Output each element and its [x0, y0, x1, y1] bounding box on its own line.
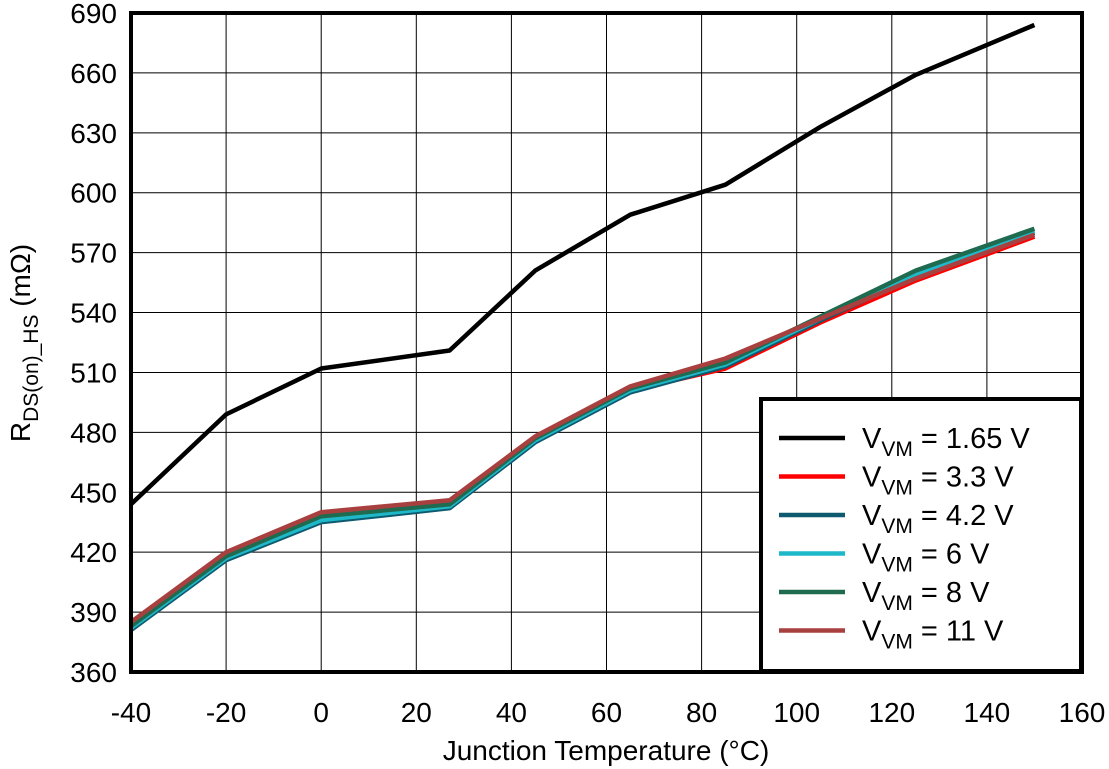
series-lines: [129, 22, 1036, 632]
legend-box: [759, 397, 1083, 673]
x-tick-label: 20: [401, 697, 432, 728]
y-tick-label: 690: [70, 0, 117, 29]
y-tick-label: 390: [70, 597, 117, 628]
y-tick-label: 360: [70, 657, 117, 688]
y-tick-label: 450: [70, 477, 117, 508]
y-tick-label: 660: [70, 58, 117, 89]
y-axis-title-sub: DS(on)_HS: [20, 315, 43, 422]
x-tick-label: -20: [206, 697, 246, 728]
x-tick-label: 140: [964, 697, 1011, 728]
x-tick-label: 100: [773, 697, 820, 728]
y-tick-label: 540: [70, 298, 117, 329]
x-tick-label: 0: [313, 697, 329, 728]
legend-label: VVM = 1.65 V: [862, 423, 1030, 461]
x-tick-label: 120: [868, 697, 915, 728]
plot-frame: [129, 11, 1084, 674]
x-tick-labels: -40 -20 0 20 40 60 80 100 120 140 160: [111, 697, 1106, 728]
y-axis-title-main: R: [5, 422, 36, 442]
x-tick-label: 60: [591, 697, 622, 728]
y-tick-label: 630: [70, 118, 117, 149]
y-tick-labels: 360 390 420 450 480 510 540 570 600 630 660 690: [70, 0, 117, 688]
series-line-1: [129, 22, 1036, 506]
y-axis-title-unit: (mΩ): [5, 244, 36, 315]
x-tick-label: -40: [111, 697, 151, 728]
legend-label: VVM = 6 V: [862, 539, 990, 577]
y-tick-label: 510: [70, 357, 117, 388]
y-axis-title: RDS(on)_HS (mΩ): [5, 244, 43, 442]
y-tick-label: 600: [70, 178, 117, 209]
legend-label: VVM = 4.2 V: [862, 500, 1014, 538]
x-axis-title: Junction Temperature (°C): [443, 735, 770, 766]
legend-label: VVM = 8 V: [862, 577, 990, 615]
x-tick-label: 80: [686, 697, 717, 728]
y-tick-label: 570: [70, 238, 117, 269]
y-tick-label: 480: [70, 417, 117, 448]
legend-label: VVM = 11 V: [862, 616, 1004, 654]
legend-label: VVM = 3.3 V: [862, 462, 1014, 500]
x-tick-label: 160: [1059, 697, 1106, 728]
y-tick-label: 420: [70, 537, 117, 568]
series-line-6: [129, 232, 1036, 624]
x-tick-label: 40: [496, 697, 527, 728]
